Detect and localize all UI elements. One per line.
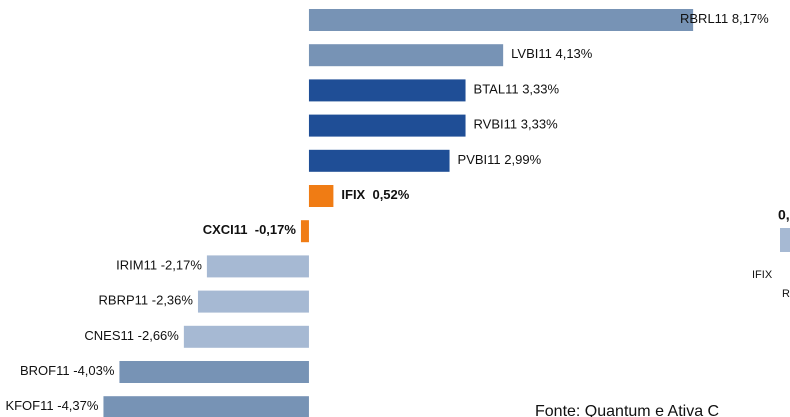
bar [183,325,309,348]
category-label: IRIM11 [116,258,157,273]
bar-label: CNES11 -2,66% [84,328,179,343]
category-label: CNES11 [84,328,134,343]
category-label: CXCI11 [203,223,248,238]
bar-label: RBRP11 -2,36% [99,293,194,308]
bar [308,44,504,67]
bar [300,220,309,243]
bar [103,396,309,417]
bar-label: IRIM11 -2,17% [116,258,202,273]
category-label: KFOF11 [5,399,53,414]
bar-label: IFIX 0,52% [341,187,409,202]
value-label: -4,03% [73,363,115,378]
bar [308,79,466,102]
category-label: PVBI11 [458,152,501,167]
value-label: 4,13% [555,47,592,62]
bar-label: CXCI11 -0,17% [203,223,297,238]
cropped-shape [780,228,790,252]
category-label: BTAL11 [474,82,519,97]
cropped-fragment: IFIX [752,269,773,281]
bar-label: RVBI11 3,33% [474,117,559,132]
bar-label: KFOF11 -4,37% [5,399,98,414]
value-label: -4,37% [57,399,99,414]
category-label: RBRP11 [99,293,149,308]
bar-label: LVBI11 4,13% [511,47,593,62]
bar [197,290,309,313]
category-label: LVBI11 [511,47,552,62]
category-label: RBRL11 [680,11,728,26]
bar [119,361,309,383]
bar [308,149,450,172]
value-label: -0,17% [255,223,297,238]
bar [308,9,694,31]
category-label: IFIX [341,187,365,202]
cropped-fragment: R [782,288,790,300]
bar-label: BROF11 -4,03% [20,363,115,378]
value-label: 2,99% [504,152,541,167]
bar [308,114,466,137]
value-label: 8,17% [732,11,769,26]
value-label: -2,17% [161,258,203,273]
bar-label: PVBI11 2,99% [458,152,542,167]
bar-label: RBRL11 8,17% [680,11,769,26]
cropped-fragment: 0, [778,207,790,223]
value-label: -2,36% [152,293,194,308]
category-label: RVBI11 [474,117,518,132]
bar [206,255,309,278]
value-label: 3,33% [522,82,559,97]
value-label: 3,33% [521,117,558,132]
source-note: Fonte: Quantum e Ativa C [535,403,719,417]
bar-label: BTAL11 3,33% [474,82,560,97]
category-label: BROF11 [20,363,70,378]
value-label: 0,52% [372,187,409,202]
value-label: -2,66% [138,328,180,343]
bar [308,185,334,207]
